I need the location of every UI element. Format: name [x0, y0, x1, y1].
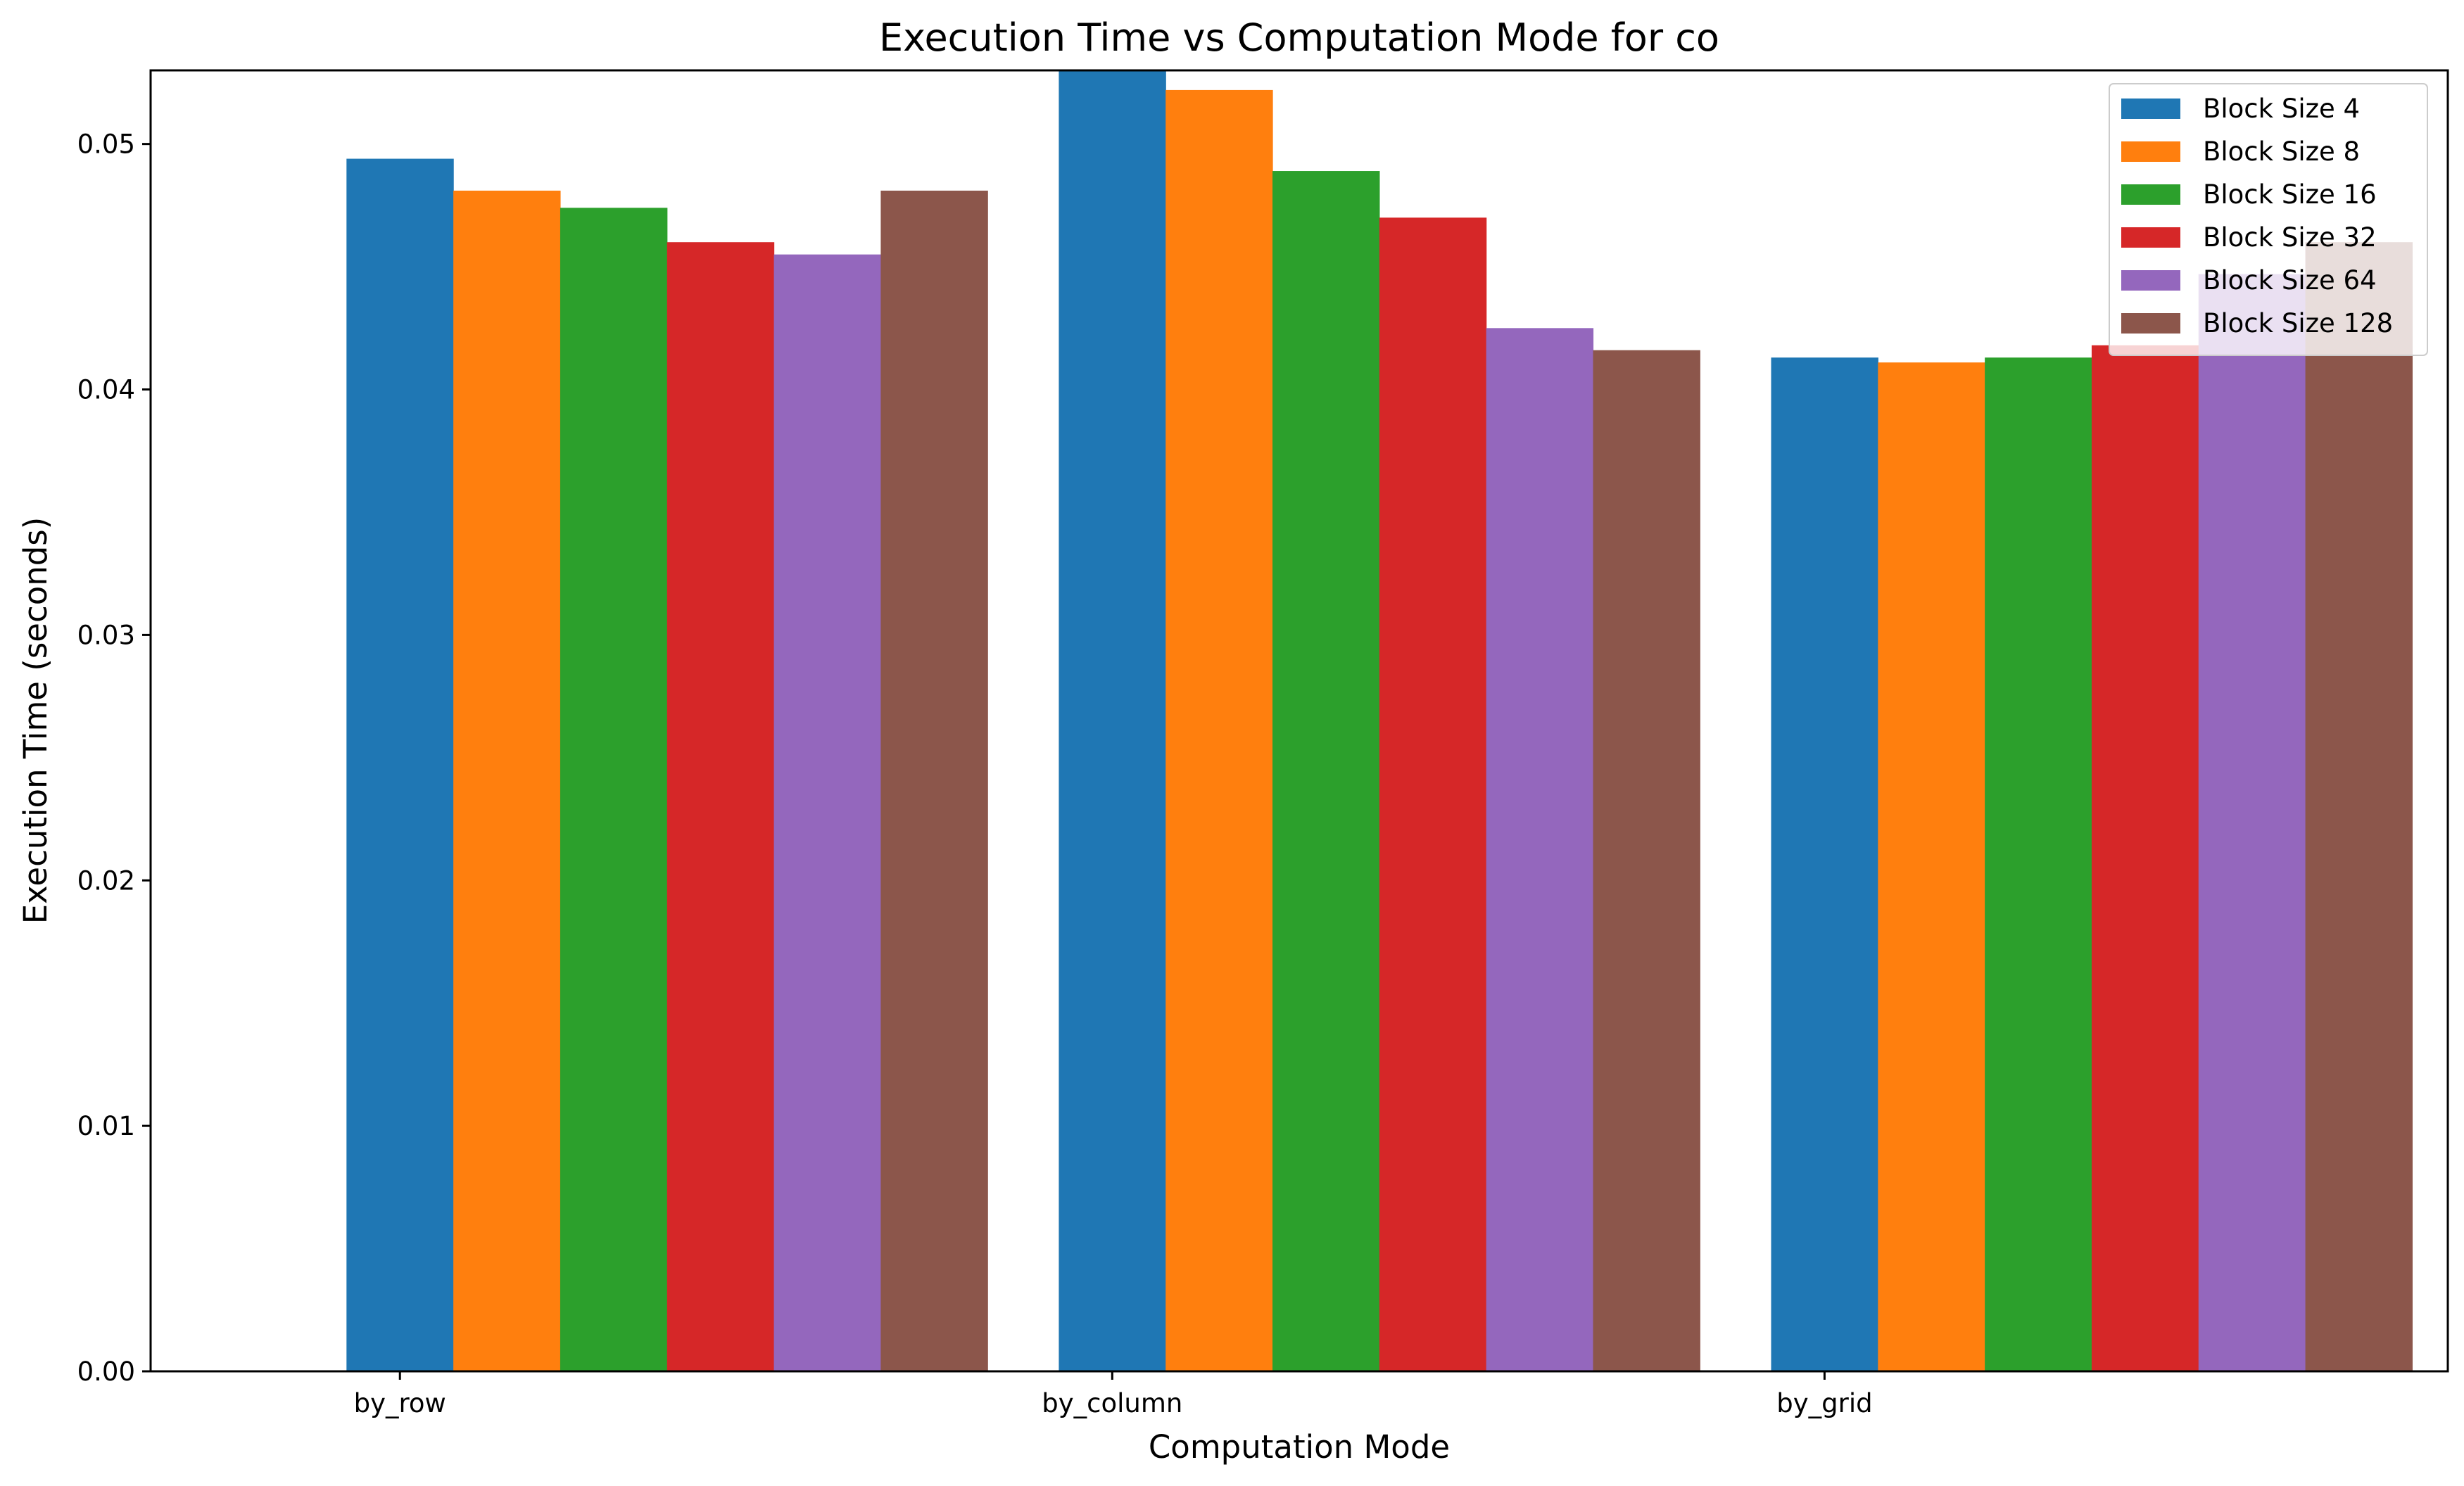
bar-by_grid-series-6 — [2305, 242, 2413, 1371]
legend-swatch — [2121, 313, 2180, 334]
x-tick-label: by_grid — [1776, 1388, 1872, 1418]
y-tick-label: 0.01 — [77, 1111, 135, 1141]
y-axis-label: Execution Time (seconds) — [17, 517, 54, 925]
legend-label: Block Size 64 — [2203, 265, 2377, 296]
legend-swatch — [2121, 227, 2180, 248]
legend-swatch — [2121, 184, 2180, 205]
bar-by_column-series-4 — [1379, 217, 1487, 1371]
legend-swatch — [2121, 270, 2180, 291]
x-tick-label: by_row — [354, 1388, 446, 1418]
bar-by_row-series-5 — [773, 254, 881, 1371]
y-axis-ticks: 0.00 0.01 0.02 0.03 0.04 0.05 — [77, 129, 151, 1387]
bar-by_grid-series-1 — [1771, 357, 1878, 1371]
bar-by_row-series-1 — [346, 158, 454, 1371]
bar-by_column-series-5 — [1486, 328, 1594, 1371]
legend: Block Size 4 Block Size 8 Block Size 16 Blo… — [2109, 83, 2428, 356]
bar-by_column-series-3 — [1272, 171, 1380, 1371]
legend-label: Block Size 128 — [2203, 308, 2393, 338]
y-tick-label: 0.05 — [77, 129, 135, 160]
y-tick-label: 0.02 — [77, 865, 135, 896]
bar-by_grid-series-4 — [2091, 345, 2199, 1371]
y-tick-label: 0.00 — [77, 1357, 135, 1387]
legend-swatch — [2121, 141, 2180, 162]
x-axis-label: Computation Mode — [1149, 1428, 1450, 1466]
legend-label: Block Size 32 — [2203, 222, 2377, 253]
x-axis-ticks: by_row by_column by_grid — [354, 1371, 1873, 1418]
bar-by_column-series-1 — [1059, 70, 1166, 1371]
chart-title: Execution Time vs Computation Mode for c… — [879, 15, 1719, 60]
bar-by_row-series-2 — [453, 190, 561, 1371]
bar-by_grid-series-5 — [2198, 274, 2306, 1371]
bar-by_column-series-2 — [1165, 89, 1273, 1371]
legend-box — [2109, 83, 2428, 356]
bar-by_row-series-4 — [666, 242, 775, 1371]
bar-by_row-series-3 — [560, 208, 668, 1371]
bar-by_row-series-6 — [880, 190, 988, 1371]
legend-label: Block Size 8 — [2203, 136, 2360, 167]
plot-frame — [149, 69, 2449, 1373]
y-tick-label: 0.03 — [77, 620, 135, 650]
bars-group — [346, 70, 2413, 1371]
bar-by_grid-series-3 — [1985, 357, 2092, 1371]
y-tick-label: 0.04 — [77, 375, 135, 405]
legend-label: Block Size 4 — [2203, 94, 2360, 124]
legend-swatch — [2121, 99, 2180, 119]
legend-label: Block Size 16 — [2203, 179, 2377, 210]
bar-by_grid-series-2 — [1878, 362, 1985, 1371]
x-tick-label: by_column — [1042, 1388, 1182, 1418]
bar-by_column-series-6 — [1593, 350, 1700, 1371]
